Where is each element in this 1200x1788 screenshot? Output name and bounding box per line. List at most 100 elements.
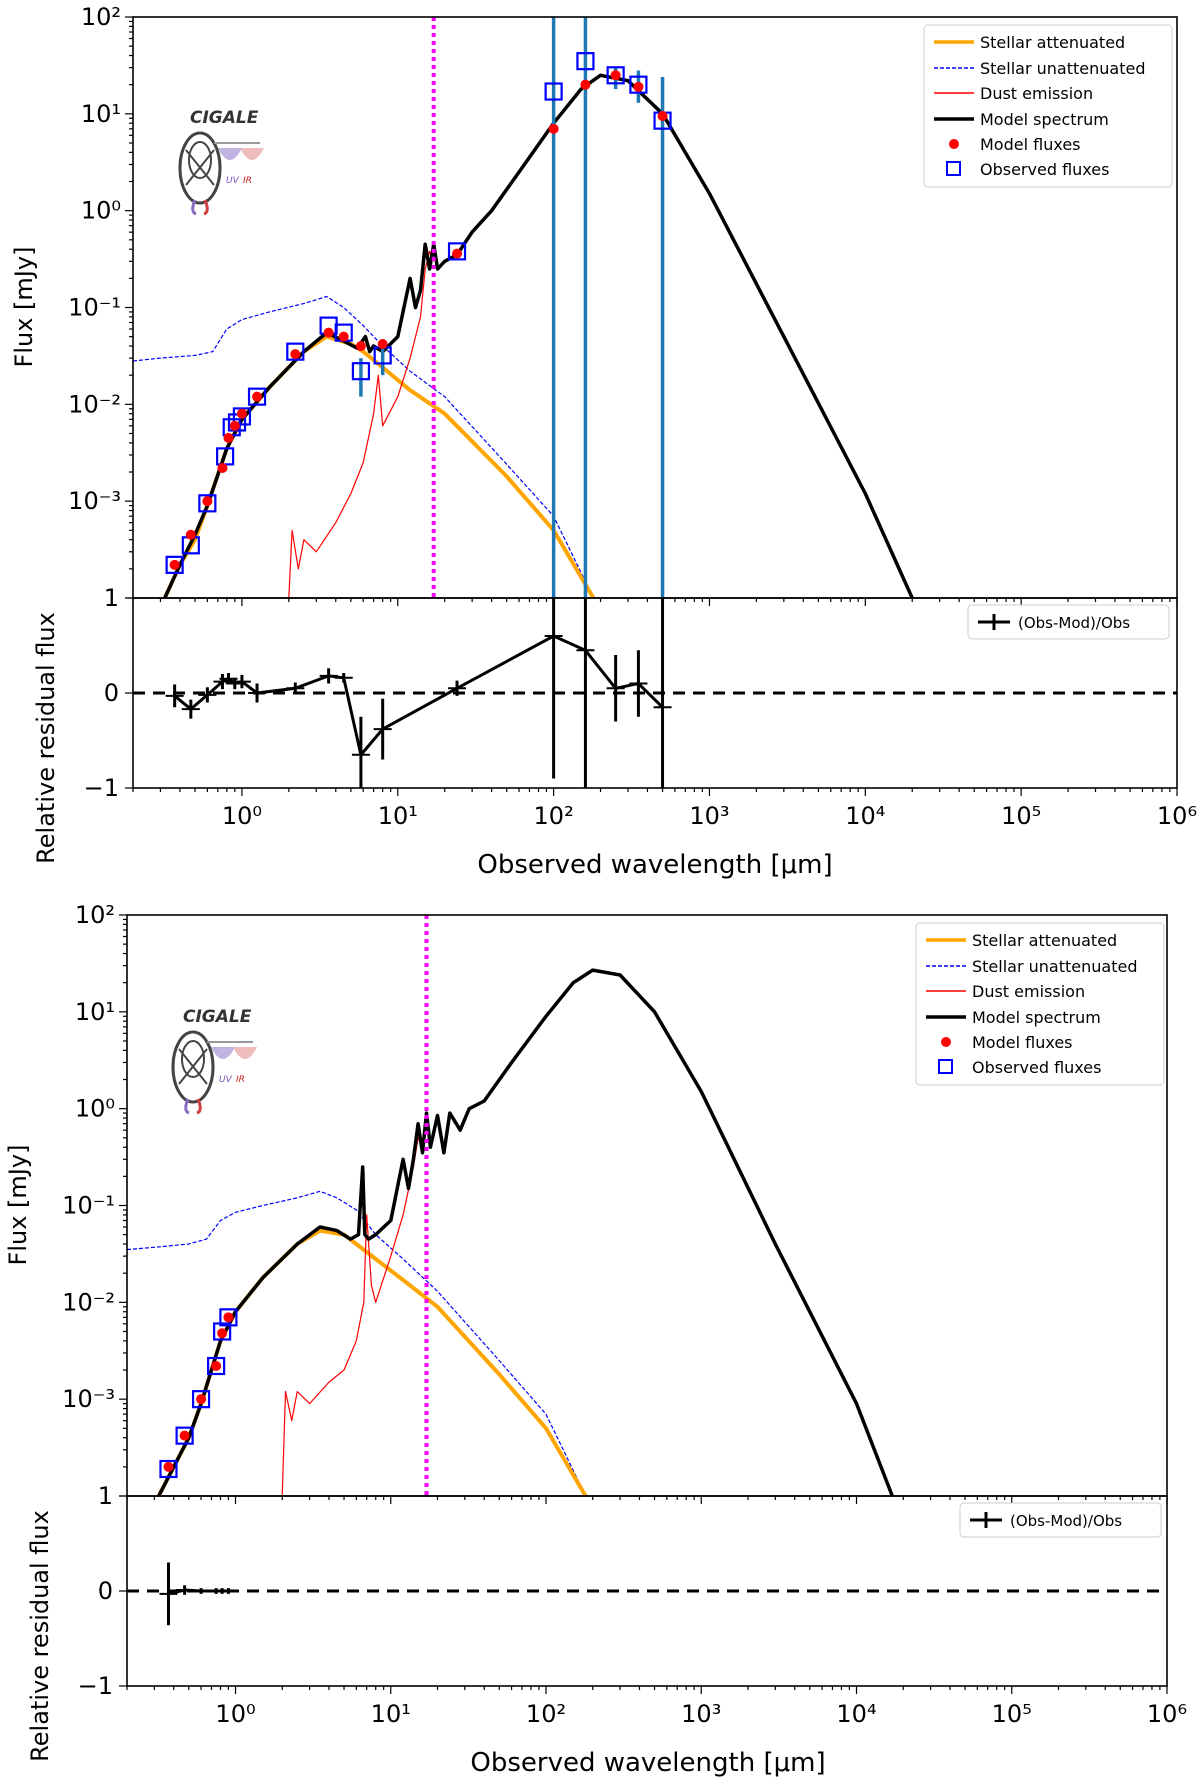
y-tick-label: 0: [104, 679, 119, 707]
legend-label-dust-emission: Dust emission: [972, 982, 1085, 1001]
x-tick-label: 10³: [681, 1700, 721, 1728]
observed-flux-point: [232, 407, 252, 426]
top-sed-ylabel: Flux [mJy]: [10, 247, 38, 368]
model-flux-point: [185, 529, 196, 540]
top-residual-legend: (Obs-Mod)/Obs: [967, 604, 1170, 640]
y-tick-label: 10⁻²: [68, 390, 121, 418]
observed-flux-point: [629, 75, 648, 94]
legend-box: [967, 604, 1170, 640]
observed-flux-point: [247, 387, 267, 406]
y-tick-label: 10⁻³: [68, 487, 121, 515]
x-tick-label: 10⁴: [845, 802, 885, 830]
legend-box: [959, 1502, 1162, 1538]
legend-label-dust-emission: Dust emission: [980, 84, 1093, 103]
model-flux-point: [211, 1361, 222, 1372]
bottom-xlabel: Observed wavelength [μm]: [470, 1748, 825, 1778]
observed-flux-point: [175, 1426, 194, 1445]
p3-data-layer: [127, 1562, 1167, 1626]
series-stellar-unattenuated: [127, 1190, 587, 1496]
model-flux-point: [355, 341, 366, 352]
observed-flux-point: [159, 1459, 178, 1479]
x-tick-label: 10⁶: [1147, 1700, 1187, 1728]
model-flux-point: [252, 391, 263, 402]
model-flux-point: [163, 1461, 174, 1472]
y-tick-label: 1: [98, 1482, 113, 1510]
observed-flux-point: [286, 342, 305, 361]
top-xlabel: Observed wavelength [μm]: [477, 850, 832, 880]
model-flux-point: [217, 463, 228, 474]
x-tick-label: 10¹: [371, 1700, 411, 1728]
model-flux-point: [223, 432, 234, 443]
logo-emblem-icon: [171, 1030, 257, 1115]
model-flux-point: [610, 70, 621, 81]
legend-swatch-model-fluxes: [949, 139, 959, 149]
model-flux-point: [633, 81, 644, 92]
x-tick-label: 10²: [526, 1700, 566, 1728]
bottom-sed-plot: 10⁻³ 10⁻² 10⁻¹ 10⁰ 10¹ 10²: [62, 901, 1168, 1504]
bottom-residual-ylabel: Relative residual flux: [26, 1510, 54, 1762]
model-flux-point: [323, 327, 334, 338]
model-flux-point: [657, 110, 668, 121]
x-tick-label: 10²: [534, 802, 574, 830]
residual-line: [173, 634, 664, 759]
model-flux-point: [580, 79, 591, 90]
top-cigale-logo: CIGALE UV IR: [178, 108, 264, 216]
top-residual-plot: 10⁰ 10¹ 10² 10³ 10⁴ 10⁵ 10⁶ −1 0 1: [84, 584, 1197, 830]
legend-swatch-observed-fluxes: [938, 1059, 953, 1074]
x-tick-label: 10⁵: [1001, 802, 1041, 830]
model-flux-point: [452, 248, 463, 259]
legend-label-model-spectrum: Model spectrum: [972, 1008, 1101, 1027]
y-tick-label: 10⁻¹: [62, 1192, 115, 1220]
legend-swatch-model-fluxes: [941, 1037, 951, 1047]
y-tick-label: 10⁻¹: [68, 294, 121, 322]
logo-emblem-icon: [178, 131, 264, 216]
observed-flux-point: [544, 82, 563, 101]
y-tick-label: 10⁰: [81, 197, 121, 225]
series-dust-emission: [288, 250, 435, 598]
top-sed-plot: 10⁻³ 10⁻² 10⁻¹ 10⁰ 10¹ 10²: [68, 3, 1178, 606]
observed-flux-point: [191, 1390, 211, 1409]
legend-label-observed-fluxes: Observed fluxes: [972, 1058, 1101, 1077]
model-flux-point: [179, 1430, 190, 1441]
observed-flux-point: [213, 1322, 232, 1341]
y-tick-label: 10¹: [81, 100, 121, 128]
top-residual-ylabel: Relative residual flux: [32, 612, 60, 864]
logo-text: CIGALE: [183, 1007, 252, 1027]
y-tick-label: 1: [104, 584, 119, 612]
legend-label-residual: (Obs-Mod)/Obs: [1018, 614, 1130, 632]
logo-uv-label: UV: [226, 176, 240, 186]
y-tick-label: 10¹: [75, 998, 115, 1026]
logo-ir-label: IR: [236, 1075, 245, 1085]
y-tick-label: 10⁰: [75, 1095, 115, 1123]
model-flux-point: [223, 1312, 234, 1323]
series-stellar-attenuated: [156, 1228, 588, 1496]
legend-label-model-fluxes: Model fluxes: [980, 135, 1081, 154]
y-tick-label: 10⁻³: [62, 1385, 115, 1413]
y-tick-label: −1: [78, 1672, 113, 1700]
bottom-sed-ylabel: Flux [mJy]: [4, 1145, 32, 1266]
bottom-sed-legend: Stellar attenuated Stellar unattenuated …: [915, 922, 1165, 1086]
y-tick-label: 10²: [81, 3, 121, 31]
observed-flux-point: [351, 362, 371, 381]
model-flux-point: [229, 420, 240, 431]
model-flux-point: [290, 349, 301, 360]
series-model-spectrum: [157, 968, 894, 1496]
logo-uv-label: UV: [219, 1075, 233, 1085]
legend-label-stellar-attenuated: Stellar attenuated: [980, 33, 1125, 52]
legend-label-stellar-unattenuated: Stellar unattenuated: [980, 59, 1145, 78]
bottom-residual-plot: 10⁰ 10¹ 10² 10³ 10⁴ 10⁵ 10⁶ −1 0 1: [78, 1482, 1187, 1728]
legend-box: [915, 922, 1165, 1086]
bottom-cigale-logo: CIGALE UV IR: [171, 1007, 257, 1115]
p2-data-layer: [127, 915, 894, 1496]
p0-data-layer: [133, 17, 914, 598]
top-residual-frame: [132, 597, 1178, 789]
y-tick-label: −1: [84, 774, 119, 802]
model-flux-point: [202, 496, 213, 507]
top-sed-legend: Stellar attenuated Stellar unattenuated …: [923, 24, 1173, 188]
observed-flux-point: [447, 242, 467, 261]
series-stellar-unattenuated: [133, 295, 594, 598]
bottom-residual-frame: [126, 1495, 1168, 1687]
model-flux-point: [169, 559, 180, 570]
